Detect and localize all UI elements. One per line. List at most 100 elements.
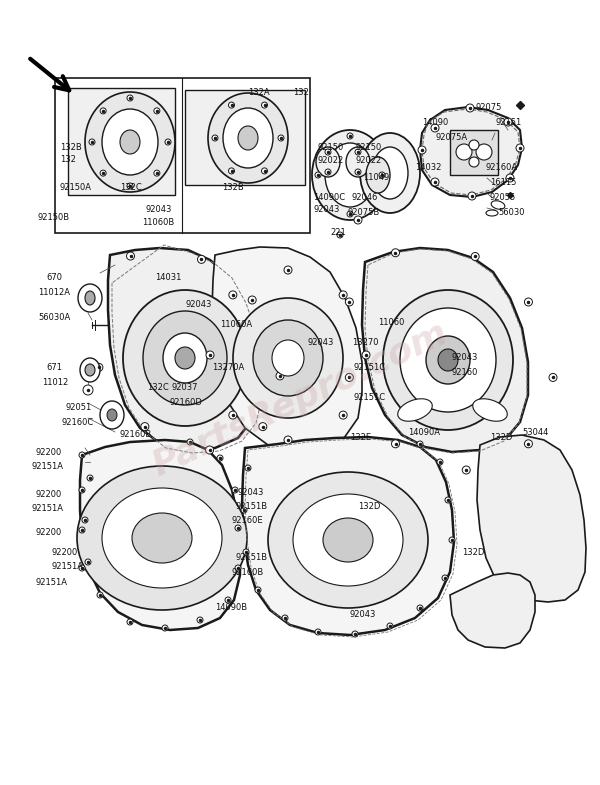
Text: 92043: 92043 (145, 205, 172, 214)
Ellipse shape (506, 174, 514, 182)
Polygon shape (477, 435, 586, 602)
Ellipse shape (127, 252, 134, 260)
Polygon shape (450, 573, 535, 648)
Ellipse shape (337, 232, 343, 238)
Ellipse shape (223, 108, 273, 168)
Ellipse shape (272, 340, 304, 376)
Text: 92160C: 92160C (62, 418, 94, 427)
Ellipse shape (476, 144, 492, 160)
Text: 14090C: 14090C (313, 193, 345, 202)
Text: 13270: 13270 (352, 338, 379, 347)
Polygon shape (68, 88, 175, 195)
Text: 92150: 92150 (318, 143, 344, 152)
Ellipse shape (235, 525, 241, 531)
Ellipse shape (235, 565, 241, 571)
Ellipse shape (238, 126, 258, 150)
Ellipse shape (77, 466, 247, 610)
Ellipse shape (486, 210, 498, 216)
Ellipse shape (445, 497, 451, 503)
Text: 132D: 132D (490, 433, 512, 442)
Text: 132C: 132C (147, 383, 169, 392)
Text: 14090B: 14090B (215, 603, 247, 612)
Ellipse shape (456, 144, 472, 160)
Ellipse shape (491, 201, 505, 210)
Text: 92043: 92043 (308, 338, 334, 347)
Ellipse shape (516, 144, 524, 152)
Ellipse shape (431, 124, 439, 132)
Text: 56030: 56030 (498, 208, 524, 217)
Ellipse shape (175, 347, 195, 369)
Text: 92037: 92037 (172, 383, 199, 392)
Polygon shape (242, 437, 454, 635)
Ellipse shape (398, 399, 432, 422)
Ellipse shape (325, 143, 375, 207)
Ellipse shape (293, 494, 403, 586)
Ellipse shape (85, 364, 95, 376)
Ellipse shape (284, 436, 292, 444)
Ellipse shape (78, 284, 102, 312)
Ellipse shape (229, 102, 235, 108)
Text: 92151A: 92151A (32, 504, 64, 513)
Ellipse shape (197, 617, 203, 623)
Text: 92151A: 92151A (35, 578, 67, 587)
Ellipse shape (102, 488, 222, 588)
Ellipse shape (362, 351, 370, 359)
Text: 92151B: 92151B (235, 553, 267, 562)
Text: 13270A: 13270A (212, 363, 244, 372)
Ellipse shape (83, 385, 93, 395)
Text: 132B: 132B (222, 183, 244, 192)
Ellipse shape (347, 133, 353, 139)
Ellipse shape (85, 559, 91, 565)
Ellipse shape (426, 336, 470, 384)
Ellipse shape (82, 517, 88, 523)
Ellipse shape (132, 513, 192, 563)
Text: 92200: 92200 (35, 448, 61, 457)
Ellipse shape (366, 157, 390, 193)
Ellipse shape (229, 168, 235, 174)
Ellipse shape (504, 118, 512, 126)
Ellipse shape (241, 507, 247, 513)
Ellipse shape (346, 374, 353, 382)
Ellipse shape (442, 575, 448, 581)
Ellipse shape (524, 440, 532, 447)
Text: 92151: 92151 (496, 118, 522, 127)
Polygon shape (450, 130, 498, 175)
Ellipse shape (468, 192, 476, 200)
Text: 92075: 92075 (475, 103, 502, 112)
Polygon shape (108, 248, 258, 450)
Text: 92043: 92043 (350, 610, 376, 619)
Ellipse shape (206, 351, 214, 359)
Ellipse shape (346, 147, 370, 177)
Ellipse shape (245, 465, 251, 471)
Text: 92051: 92051 (65, 403, 91, 412)
Text: 14090: 14090 (422, 118, 448, 127)
Ellipse shape (225, 597, 231, 603)
Text: 92160E: 92160E (232, 516, 263, 525)
Text: 92150: 92150 (355, 143, 381, 152)
Text: 132: 132 (60, 155, 76, 164)
Ellipse shape (392, 440, 400, 447)
Ellipse shape (379, 172, 385, 178)
Bar (55, 78, 310, 233)
Text: 11060B: 11060B (142, 218, 174, 227)
Ellipse shape (354, 216, 362, 224)
Polygon shape (362, 248, 528, 452)
Ellipse shape (262, 168, 268, 174)
Text: 92151C: 92151C (353, 393, 385, 402)
Ellipse shape (471, 253, 479, 261)
Ellipse shape (217, 455, 223, 461)
Ellipse shape (206, 446, 214, 454)
Ellipse shape (383, 290, 513, 430)
Text: 11060A: 11060A (220, 320, 252, 329)
Ellipse shape (97, 592, 103, 598)
Ellipse shape (243, 549, 249, 555)
Ellipse shape (208, 93, 288, 183)
Text: 14032: 14032 (415, 163, 442, 172)
Ellipse shape (89, 296, 97, 304)
Text: 92043: 92043 (238, 488, 265, 497)
Text: 132A: 132A (248, 88, 269, 97)
Text: 92055: 92055 (490, 193, 516, 202)
Ellipse shape (154, 170, 160, 176)
Polygon shape (212, 247, 362, 450)
Ellipse shape (437, 459, 443, 465)
